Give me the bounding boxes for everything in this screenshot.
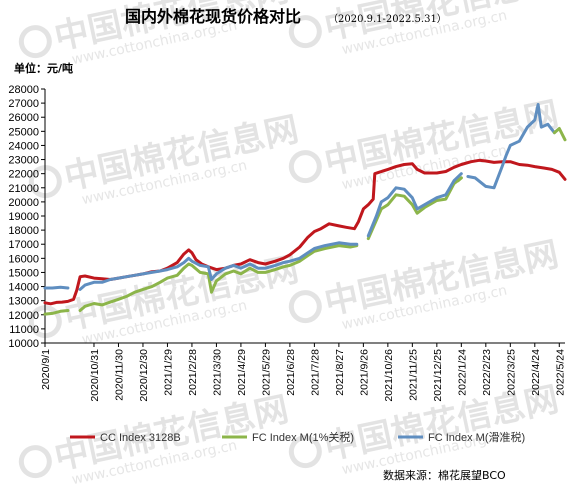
watermark-logo bbox=[18, 445, 52, 479]
series-line-4 bbox=[456, 176, 463, 183]
legend: CC Index 3128B FC Index M(1%关税) FC Index… bbox=[70, 430, 525, 444]
watermark-logo bbox=[288, 290, 322, 324]
y-tick-label: 26000 bbox=[8, 112, 39, 124]
y-tick-label: 13000 bbox=[8, 296, 39, 308]
series-layer bbox=[43, 103, 567, 316]
y-tick-label: 21000 bbox=[8, 183, 39, 195]
y-tick-label: 25000 bbox=[8, 126, 39, 138]
x-tick-label: 2021/8/27 bbox=[334, 349, 346, 396]
unit-label: 单位：元/吨 bbox=[14, 61, 73, 75]
chart-axes: 10000 11000 12000 13000 14000 15000 16000 17000… bbox=[8, 84, 566, 402]
y-tick-label: 17000 bbox=[8, 239, 39, 251]
series-line-2 bbox=[43, 103, 556, 291]
watermark-logo bbox=[18, 25, 52, 59]
data-source: 数据来源：棉花展望BCO bbox=[383, 468, 506, 482]
x-tick-label: 2020/11/30 bbox=[113, 349, 125, 401]
x-tick-label: 2020/12/30 bbox=[138, 349, 150, 402]
x-tick-label: 2022/1/24 bbox=[456, 349, 468, 396]
x-tick-label: 2020/9/1 bbox=[40, 349, 52, 390]
x-tick-label: 2022/4/24 bbox=[530, 349, 542, 396]
x-tick-label: 2021/11/25 bbox=[407, 349, 419, 401]
watermark-logo bbox=[28, 305, 62, 339]
x-tick-label: 2021/7/28 bbox=[309, 349, 321, 396]
y-tick-label: 22000 bbox=[8, 169, 39, 181]
y-tick-label: 23000 bbox=[8, 155, 39, 167]
chart-subtitle: （2020.9.1-2022.5.31） bbox=[328, 13, 447, 25]
x-tick-label: 2020/10/31 bbox=[89, 349, 101, 402]
y-tick-label: 11000 bbox=[9, 324, 39, 336]
x-tick-label: 2021/3/30 bbox=[211, 349, 223, 396]
watermark-logo bbox=[28, 165, 62, 199]
y-tick-label: 20000 bbox=[8, 197, 39, 209]
legend-label-fc-sliding: FC Index M(滑准税) bbox=[428, 430, 525, 444]
y-tick-label: 18000 bbox=[8, 225, 39, 237]
x-tick-label: 2022/2/23 bbox=[481, 349, 493, 396]
y-tick-label: 12000 bbox=[8, 310, 39, 322]
y-tick-label: 14000 bbox=[8, 282, 39, 294]
y-tick-label: 15000 bbox=[8, 267, 39, 279]
y-tick-label: 28000 bbox=[8, 84, 39, 96]
legend-label-fc-1pct: FC Index M(1%关税) bbox=[252, 430, 354, 444]
y-tick-label: 27000 bbox=[8, 98, 39, 110]
x-tick-label: 2021/6/28 bbox=[285, 349, 297, 396]
y-tick-label: 24000 bbox=[8, 140, 39, 152]
y-tick-label: 19000 bbox=[8, 211, 39, 223]
x-tick-label: 2021/2/28 bbox=[187, 349, 199, 396]
x-tick-label: 2021/12/25 bbox=[432, 349, 444, 402]
chart-title: 国内外棉花现货价格对比 bbox=[125, 7, 301, 26]
series-line-1 bbox=[43, 176, 463, 316]
x-tick-label: 2021/5/29 bbox=[260, 349, 272, 396]
watermark-logo bbox=[288, 15, 322, 49]
series-line-3 bbox=[552, 127, 567, 142]
y-tick-label: 10000 bbox=[8, 338, 39, 350]
watermark-logo bbox=[288, 150, 322, 184]
x-tick-label: 2021/1/29 bbox=[162, 349, 174, 396]
y-tick-label: 16000 bbox=[8, 253, 39, 265]
x-tick-label: 2021/10/26 bbox=[383, 349, 395, 402]
watermark-logo bbox=[288, 435, 322, 469]
legend-label-cc: CC Index 3128B bbox=[100, 432, 181, 444]
x-tick-label: 2021/4/29 bbox=[236, 349, 248, 396]
x-tick-label: 2022/3/25 bbox=[505, 349, 517, 396]
x-tick-label: 2021/9/26 bbox=[358, 349, 370, 396]
x-tick-label: 2022/5/24 bbox=[554, 349, 566, 396]
